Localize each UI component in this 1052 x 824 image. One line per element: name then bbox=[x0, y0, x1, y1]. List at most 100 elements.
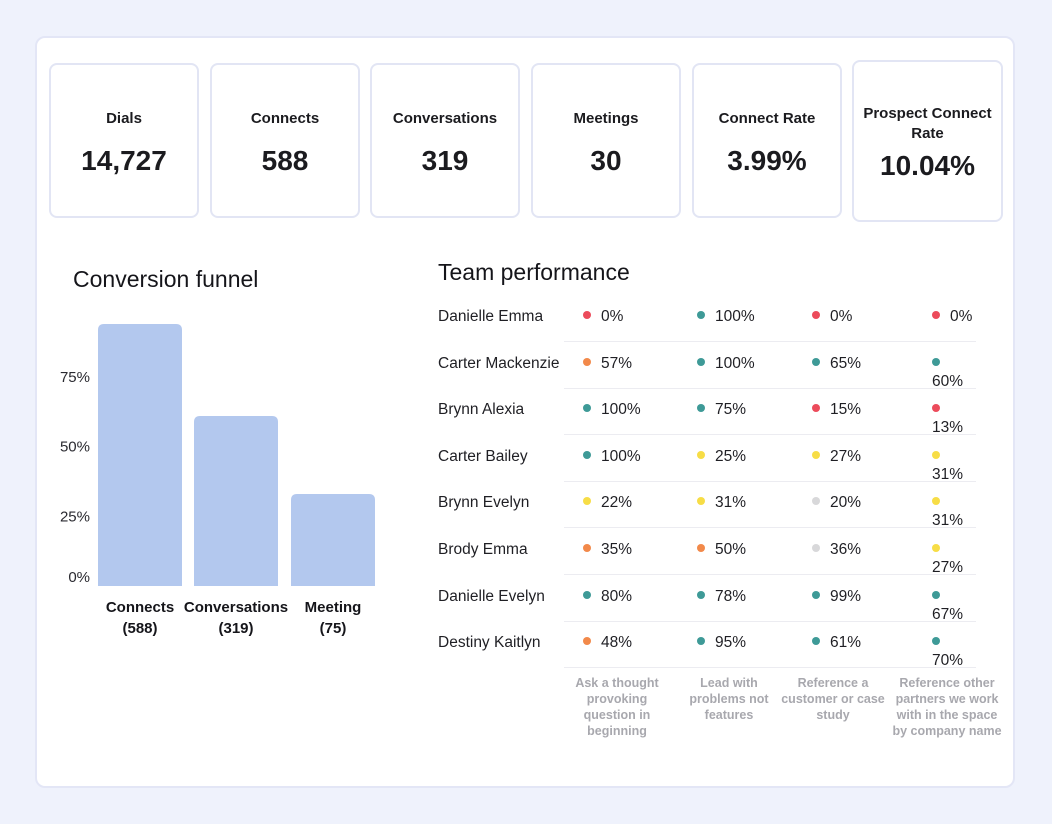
score-cell: 15% bbox=[812, 401, 861, 419]
score-cell: 80% bbox=[583, 588, 632, 606]
score-cell: 20% bbox=[812, 494, 861, 512]
status-dot-icon bbox=[812, 404, 820, 413]
table-row: Danielle Evelyn 80% 78% 99% 67% bbox=[438, 576, 976, 624]
score-cell: 61% bbox=[812, 634, 861, 652]
row-divider bbox=[564, 620, 976, 622]
score-value: 50% bbox=[715, 541, 747, 558]
status-dot-icon bbox=[697, 544, 705, 552]
row-divider bbox=[564, 667, 976, 669]
rep-name: Destiny Kaitlyn bbox=[438, 634, 541, 652]
row-divider bbox=[564, 480, 976, 482]
row-divider bbox=[564, 387, 976, 389]
status-dot-icon bbox=[812, 311, 820, 319]
score-value: 80% bbox=[601, 587, 633, 605]
x-category-count: (588) bbox=[122, 620, 157, 637]
table-row: Carter Bailey 100% 25% 27% 31% bbox=[438, 436, 976, 484]
score-cell: 0% bbox=[583, 308, 623, 326]
status-dot-icon bbox=[932, 450, 940, 459]
score-value: 61% bbox=[830, 634, 862, 652]
score-value: 35% bbox=[601, 541, 633, 558]
score-cell: 70% bbox=[932, 634, 976, 670]
score-value: 25% bbox=[715, 447, 747, 465]
score-cell: 100% bbox=[583, 448, 641, 466]
status-dot-icon bbox=[932, 311, 940, 319]
conversion-funnel-chart: 0% 25% 50% 75% Connects (588) Conversations (31… bbox=[60, 323, 375, 637]
score-value: 15% bbox=[830, 401, 862, 419]
kpi-label: Meetings bbox=[573, 110, 639, 127]
score-cell: 27% bbox=[812, 448, 861, 466]
score-cell: 65% bbox=[812, 355, 861, 373]
score-value: 22% bbox=[601, 494, 633, 512]
x-category-label: Meeting bbox=[305, 599, 362, 616]
score-cell: 67% bbox=[932, 588, 976, 624]
status-dot-icon bbox=[932, 404, 940, 413]
table-row: Brynn Evelyn 22% 31% 20% 31% bbox=[438, 482, 976, 530]
score-cell: 48% bbox=[583, 634, 632, 652]
status-dot-icon bbox=[583, 450, 591, 459]
score-value: 70% bbox=[932, 652, 964, 670]
score-value: 100% bbox=[715, 354, 755, 372]
score-cell: 31% bbox=[932, 494, 976, 530]
table-row: Brody Emma 35% 50% 36% 27% bbox=[438, 529, 976, 576]
status-dot-icon bbox=[697, 497, 705, 506]
status-dot-icon bbox=[697, 450, 705, 459]
status-dot-icon bbox=[932, 590, 940, 599]
column-header-customer-case-study: Reference a customer or case study bbox=[781, 676, 885, 722]
kpi-card-prospect-connect-rate: Prospect Connect Rate 10.04% bbox=[852, 60, 1003, 222]
funnel-title: Conversion funnel bbox=[73, 266, 259, 292]
kpi-value: 319 bbox=[421, 145, 469, 176]
status-dot-icon bbox=[812, 544, 820, 552]
y-tick-label: 0% bbox=[68, 569, 90, 586]
score-cell: 75% bbox=[697, 401, 746, 419]
score-value: 0% bbox=[601, 308, 624, 325]
kpi-label: Dials bbox=[106, 110, 142, 127]
column-header-reference-partners: Reference other partners we work with in… bbox=[892, 676, 1002, 738]
kpi-label: Conversations bbox=[392, 110, 498, 127]
score-value: 36% bbox=[830, 541, 862, 558]
score-cell: 35% bbox=[583, 541, 632, 559]
status-dot-icon bbox=[697, 590, 705, 599]
score-cell: 22% bbox=[583, 494, 632, 512]
status-dot-icon bbox=[583, 544, 591, 552]
score-value: 31% bbox=[715, 494, 747, 512]
status-dot-icon bbox=[812, 357, 820, 366]
score-value: 31% bbox=[932, 512, 964, 530]
row-divider bbox=[564, 434, 976, 436]
kpi-value: 10.04% bbox=[880, 150, 975, 181]
funnel-bar bbox=[291, 494, 375, 586]
status-dot-icon bbox=[812, 497, 820, 506]
score-cell: 100% bbox=[697, 355, 755, 373]
row-divider bbox=[564, 527, 976, 529]
kpi-card-connects: Connects 588 bbox=[210, 63, 360, 218]
status-dot-icon bbox=[583, 357, 591, 366]
score-cell: 60% bbox=[932, 355, 976, 391]
score-cell: 31% bbox=[697, 494, 746, 512]
column-header-thought-provoking: Ask a thought provoking question in begi… bbox=[575, 676, 659, 738]
score-cell: 99% bbox=[812, 588, 861, 606]
kpi-label: Connects bbox=[250, 110, 320, 127]
kpi-card-connect-rate: Connect Rate 3.99% bbox=[692, 63, 842, 218]
x-category-count: (75) bbox=[320, 620, 347, 637]
y-tick-label: 75% bbox=[60, 369, 90, 386]
kpi-value: 30 bbox=[590, 145, 622, 176]
score-cell: 50% bbox=[697, 541, 746, 559]
column-header-problems-not-features: Lead with problems not features bbox=[689, 676, 769, 722]
status-dot-icon bbox=[583, 497, 591, 506]
score-value: 0% bbox=[950, 308, 973, 325]
kpi-value: 14,727 bbox=[81, 145, 167, 176]
status-dot-icon bbox=[932, 637, 940, 646]
score-cell: 31% bbox=[932, 448, 976, 484]
score-cell: 13% bbox=[932, 401, 976, 437]
status-dot-icon bbox=[583, 637, 591, 646]
status-dot-icon bbox=[697, 637, 705, 646]
score-value: 31% bbox=[932, 465, 964, 483]
score-value: 27% bbox=[830, 447, 862, 465]
score-cell: 57% bbox=[583, 355, 632, 373]
row-divider bbox=[564, 574, 976, 575]
rep-name: Carter Mackenzie bbox=[438, 354, 560, 372]
score-value: 48% bbox=[601, 634, 633, 652]
rep-name: Brody Emma bbox=[438, 541, 528, 558]
score-value: 100% bbox=[715, 308, 755, 325]
score-value: 60% bbox=[932, 372, 964, 390]
score-value: 75% bbox=[715, 401, 747, 419]
